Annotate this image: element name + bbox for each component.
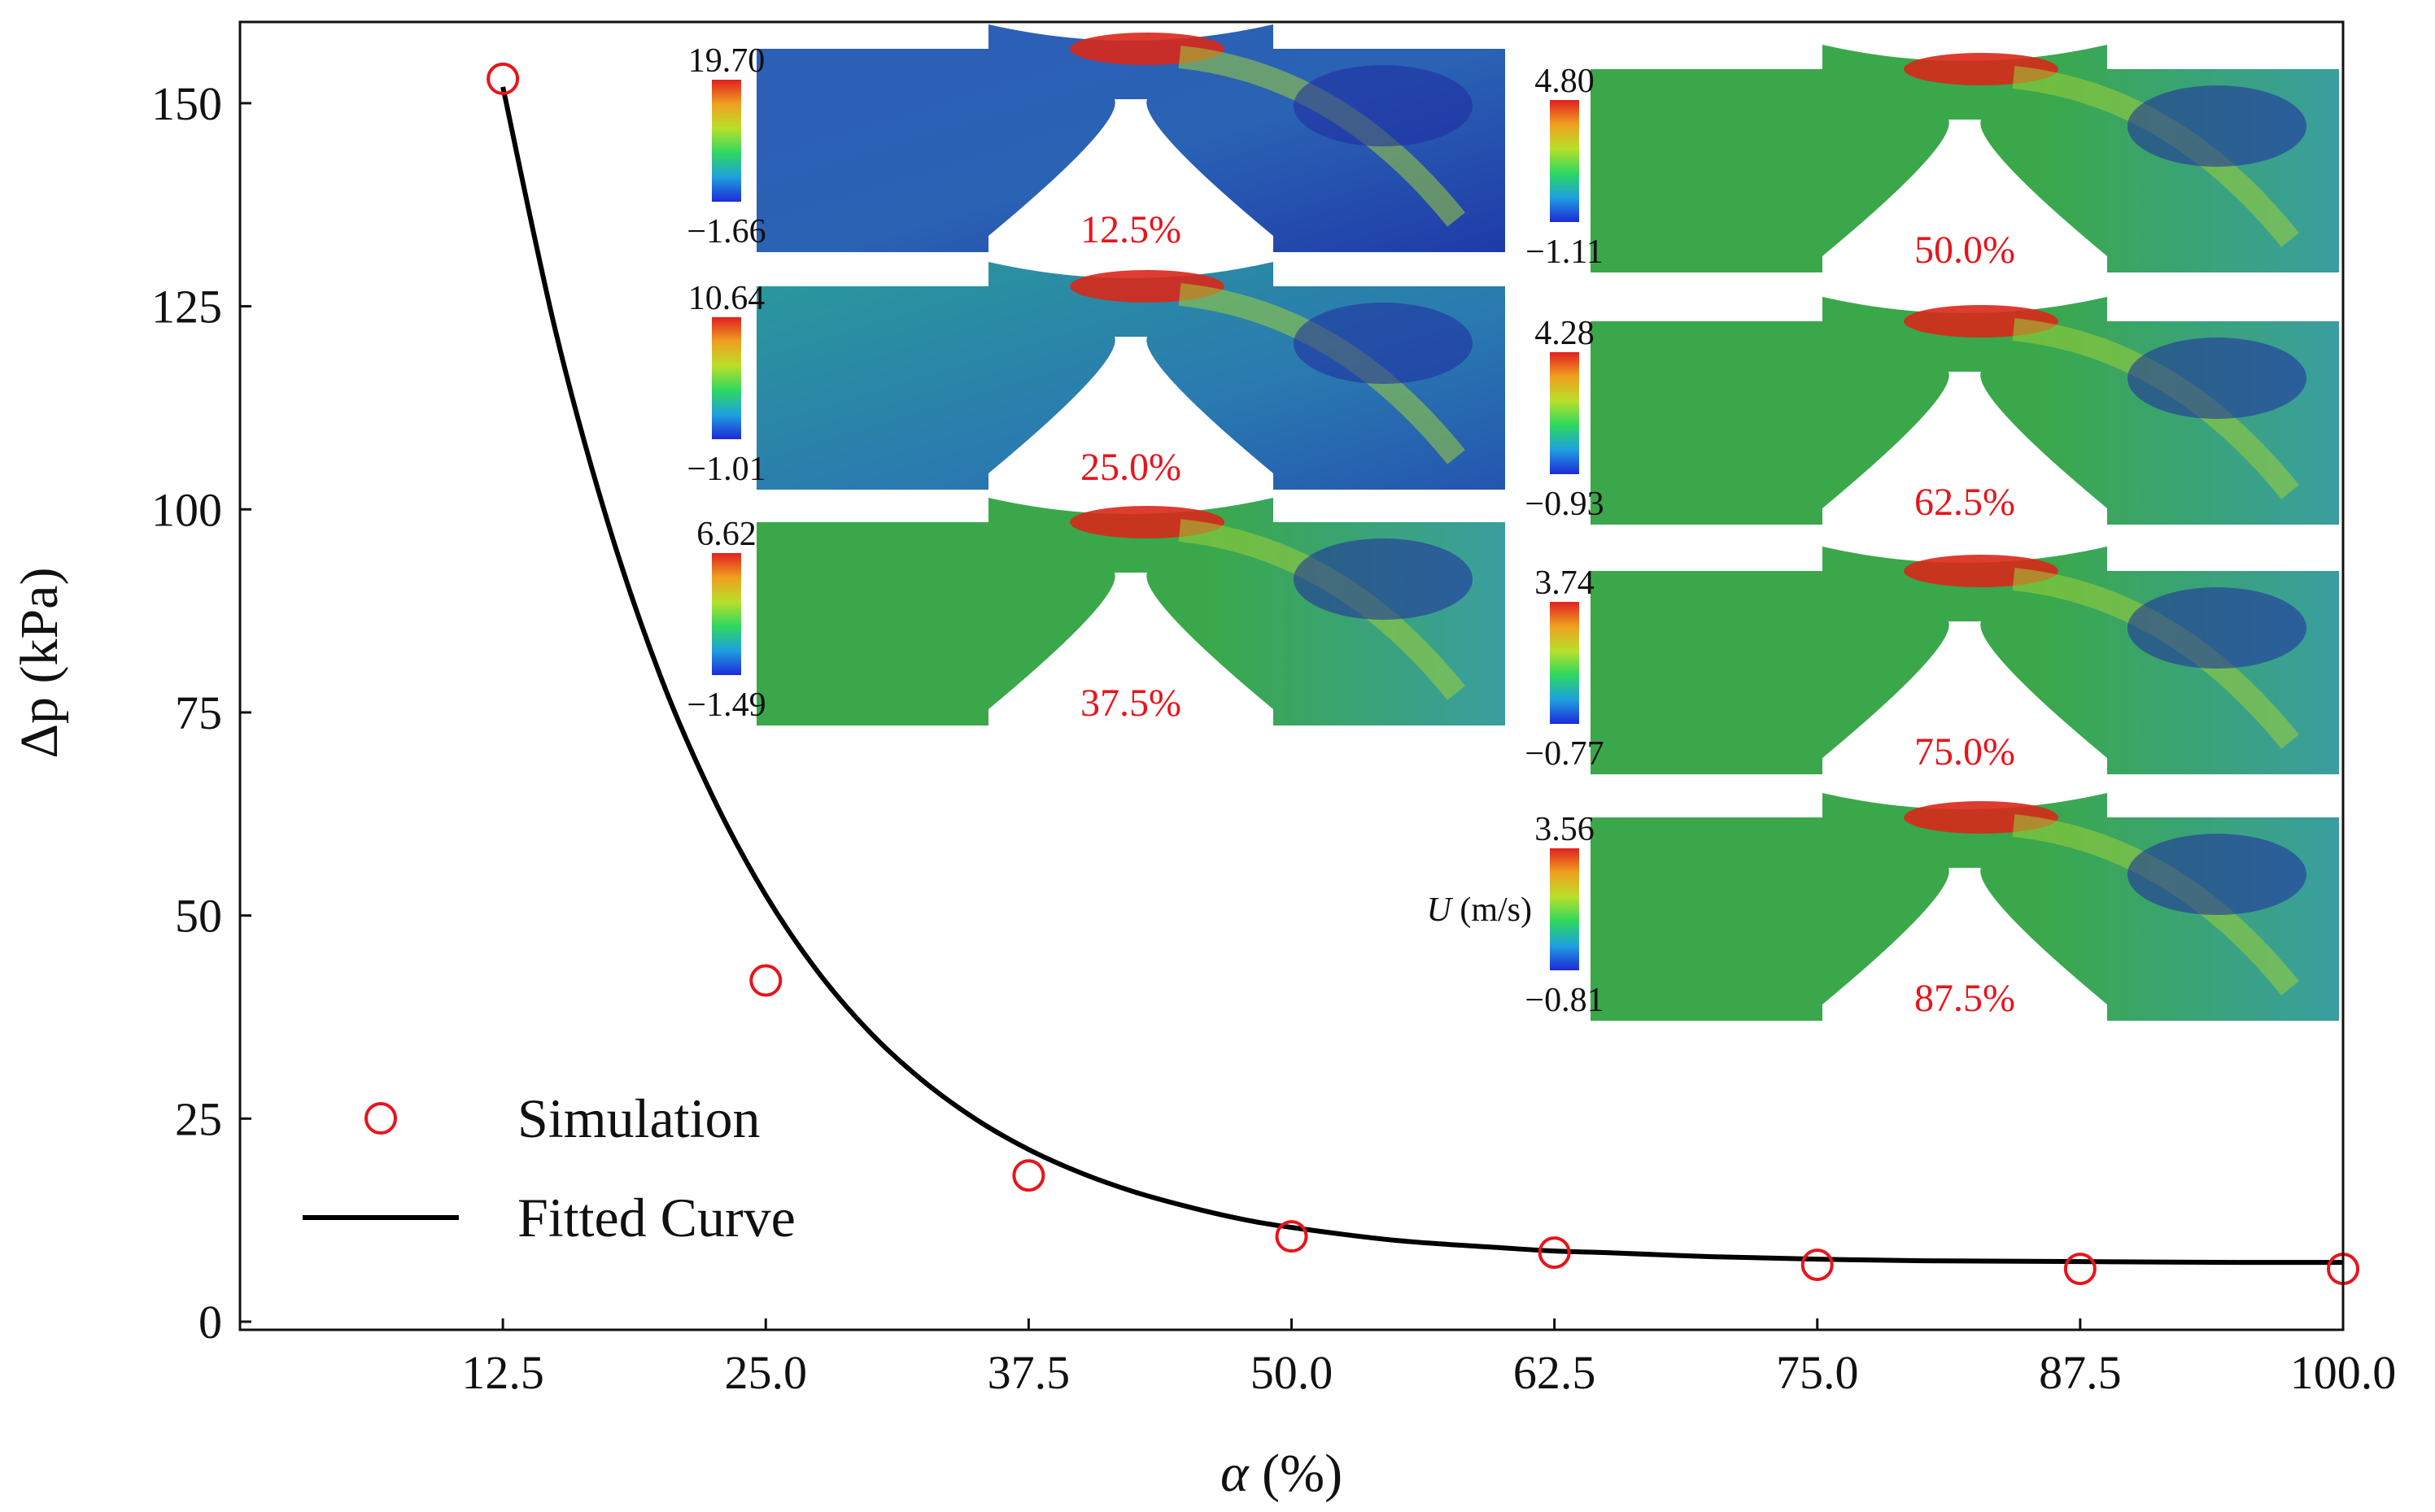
inset-panel: 25.0% 10.64 −1.01 <box>687 262 1505 490</box>
colorbar-max: 4.80 <box>1534 63 1595 100</box>
x-axis-title: α (%) <box>1220 1444 1342 1503</box>
recirculation-zone <box>2127 338 2306 419</box>
inset-label: 25.0% <box>1080 446 1181 489</box>
simulation-point <box>2063 1253 2097 1286</box>
legend-label-simulation: Simulation <box>517 1087 760 1149</box>
y-tick-label: 25 <box>175 1092 222 1145</box>
x-tick-label: 37.5 <box>988 1346 1071 1399</box>
inset-label: 87.5% <box>1914 977 2015 1020</box>
colorbar-min: −1.01 <box>687 451 766 488</box>
inset-panel: 75.0% 3.74 −0.77 <box>1525 547 2339 774</box>
inset-panel: 62.5% 4.28 −0.93 <box>1525 297 2339 525</box>
colorbar-unit: U (m/s) <box>1427 891 1533 929</box>
colorbar-min: −1.49 <box>687 686 766 724</box>
y-tick-label: 75 <box>175 686 222 739</box>
colorbar <box>1550 602 1579 724</box>
colorbar <box>1550 352 1579 474</box>
simulation-point <box>487 62 520 95</box>
axes: 12.5 25.0 37.5 50.0 62.5 75.0 87.5 100.0 0 25 50 75… <box>151 20 2397 1399</box>
colorbar-min: −0.93 <box>1525 486 1604 523</box>
colorbar-min: −0.81 <box>1525 982 1604 1019</box>
simulation-point <box>1538 1236 1571 1270</box>
colorbar-min: −1.11 <box>1525 233 1604 271</box>
x-tick-label: 50.0 <box>1250 1346 1333 1399</box>
recirculation-zone <box>1294 538 1473 620</box>
x-tick-label: 12.5 <box>461 1346 544 1399</box>
inset-label: 62.5% <box>1914 481 2015 524</box>
y-tick-label: 100 <box>151 483 222 536</box>
colorbar-max: 10.64 <box>688 280 766 317</box>
inset-panel: 50.0% 4.80 −1.11 <box>1525 45 2339 272</box>
recirculation-zone <box>2127 587 2306 669</box>
inset-panel: 87.5% 3.56 −0.81 U (m/s) <box>1427 793 2339 1021</box>
y-tick-label: 150 <box>151 77 222 130</box>
y-tick-label: 0 <box>199 1296 222 1349</box>
plot-area <box>487 62 2359 1286</box>
colorbar <box>712 553 741 675</box>
colorbar-min: −1.66 <box>687 213 766 251</box>
colorbar-max: 19.70 <box>688 42 766 80</box>
colorbar <box>1550 100 1579 222</box>
recirculation-zone <box>1294 303 1473 384</box>
colorbar <box>712 317 741 439</box>
inset-layer: 12.5% 19.70 −1.66 25.0% 10.64 −1.01 37.5% 6.62 −… <box>687 24 2339 1021</box>
recirculation-zone <box>1294 65 1473 146</box>
fitted-curve-line <box>500 86 2344 1266</box>
y-tick-label: 50 <box>175 890 222 943</box>
recirculation-zone <box>2127 85 2306 167</box>
simulation-point <box>1275 1220 1308 1253</box>
y-axis-title: Δp (kPa) <box>10 568 69 759</box>
inset-label: 75.0% <box>1914 730 2015 773</box>
colorbar <box>712 80 741 202</box>
x-tick-label: 62.5 <box>1513 1346 1596 1399</box>
colorbar-max: 3.56 <box>1534 811 1595 848</box>
simulation-point <box>1800 1248 1834 1282</box>
inset-label: 12.5% <box>1080 208 1181 251</box>
y-tick-label: 125 <box>151 281 222 333</box>
simulation-point <box>1012 1159 1045 1192</box>
colorbar-max: 6.62 <box>696 516 757 553</box>
simulation-point <box>749 964 783 997</box>
inset-label: 50.0% <box>1914 229 2015 272</box>
inset-panel: 37.5% 6.62 −1.49 <box>687 498 1505 725</box>
inset-panel: 12.5% 19.70 −1.66 <box>687 24 1505 252</box>
colorbar <box>1550 848 1579 970</box>
x-tick-label: 75.0 <box>1776 1346 1859 1399</box>
colorbar-max: 3.74 <box>1534 564 1595 602</box>
legend: Simulation Fitted Curve <box>303 1087 796 1248</box>
x-tick-label: 100.0 <box>2290 1346 2397 1399</box>
x-tick-label: 25.0 <box>725 1346 808 1399</box>
inset-label: 37.5% <box>1080 682 1181 725</box>
x-tick-label: 87.5 <box>2039 1346 2122 1399</box>
recirculation-zone <box>2127 834 2306 915</box>
legend-marker-simulation <box>364 1102 397 1135</box>
colorbar-max: 4.28 <box>1534 315 1595 352</box>
colorbar-min: −0.77 <box>1525 735 1604 773</box>
legend-label-fitted-curve: Fitted Curve <box>517 1187 796 1248</box>
